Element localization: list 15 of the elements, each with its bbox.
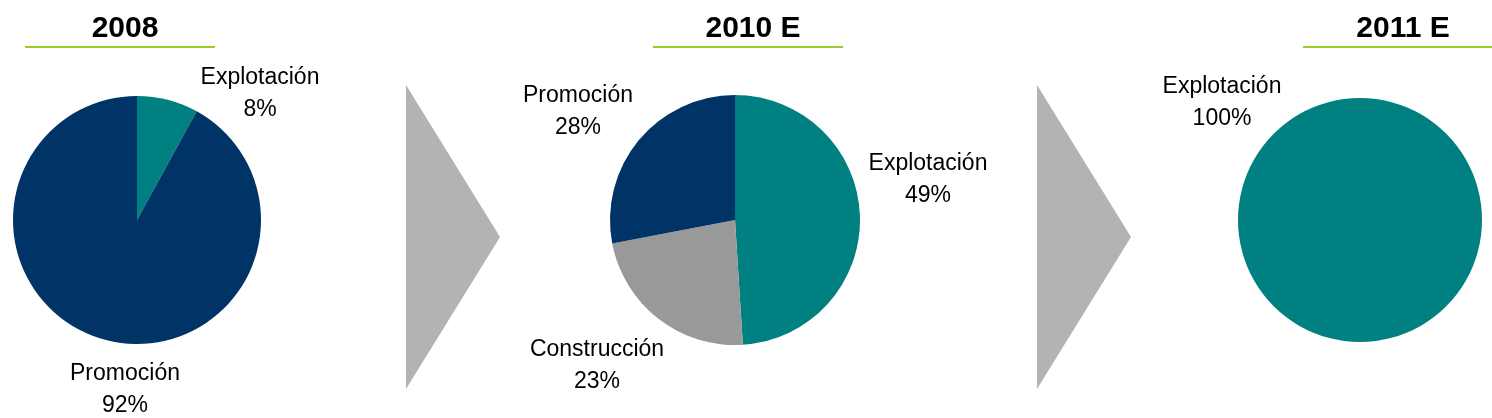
slice-label: Explotación [200, 63, 320, 89]
slice-label: Promoción [70, 359, 180, 385]
slice-label: Construcción [529, 335, 665, 361]
data-label: 23% [573, 367, 621, 393]
chart-title: 2010 E [705, 9, 801, 43]
data-label: 8% [243, 95, 277, 121]
chart-title: 2011 E [1356, 9, 1450, 43]
data-label: 28% [554, 113, 602, 139]
slice-label: Explotación [1162, 72, 1282, 98]
chart-title: 2008 [91, 9, 159, 43]
data-label: 100% [1192, 104, 1252, 130]
slice-label: Promoción [523, 81, 633, 107]
data-label: 92% [101, 391, 149, 417]
slice-label: Explotación [868, 149, 988, 175]
data-label: 49% [904, 181, 952, 207]
